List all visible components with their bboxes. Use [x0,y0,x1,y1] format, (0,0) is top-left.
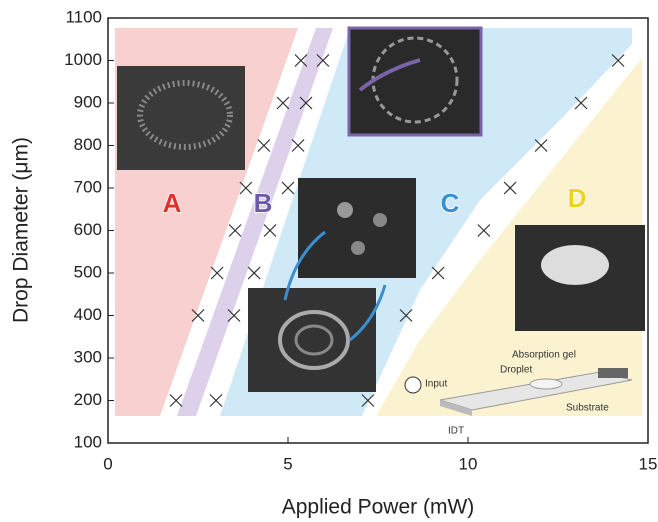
y-axis-label: Drop Diameter (μm) [10,137,33,323]
marker [574,96,588,110]
inset-image [248,288,376,392]
droplet [529,378,563,390]
marker [361,394,375,407]
marker-stroke [247,266,261,280]
inset-pattern [373,213,387,227]
inset-image [347,26,483,137]
marker [239,181,253,195]
marker [399,309,413,322]
marker-stroke [574,96,588,110]
marker [263,224,277,237]
marker-stroke [431,266,445,280]
inset-label: Absorption gel [512,350,576,361]
inset-pattern [278,310,350,370]
region-label: D [568,183,587,213]
marker-stroke [227,309,241,322]
marker [503,181,517,195]
inset-label: IDT [448,426,464,437]
marker [276,96,290,110]
inset-pattern [541,245,609,285]
marker [209,394,223,407]
marker-stroke [294,54,308,67]
x-axis-label: Applied Power (mW) [282,496,475,519]
marker [169,394,183,407]
marker-stroke [299,96,313,110]
y-tick-label: 200 [74,390,102,409]
y-tick-label: 700 [74,177,102,196]
x-tick-label: 15 [639,454,658,473]
insets [117,26,645,416]
marker [431,266,445,280]
marker [281,181,295,195]
marker [247,266,261,280]
inset-label: Input [425,379,447,390]
inset-image [117,66,245,170]
region-label: A [163,188,182,218]
region-label: B [254,188,273,218]
marker-stroke [210,266,224,280]
marker-stroke [191,309,205,322]
marker-stroke [239,181,253,195]
marker [611,54,625,67]
inset-pattern [337,202,353,218]
y-tick-label: 500 [74,262,102,281]
marker-stroke [534,139,548,152]
x-tick-label: 0 [103,454,112,473]
x-tick-label: 5 [283,454,292,473]
marker [534,139,548,152]
y-tick-label: 100 [74,432,102,451]
marker [227,309,241,322]
marker-stroke [399,309,413,322]
source [404,376,422,394]
region-b [177,28,333,416]
marker-stroke [611,54,625,67]
inset-pattern [351,241,365,255]
marker-stroke [291,139,305,152]
y-tick-label: 800 [74,135,102,154]
marker-stroke [281,181,295,195]
marker [477,224,491,237]
marker-stroke [209,394,223,407]
x-tick-label: 10 [459,454,478,473]
marker-stroke [169,394,183,407]
arrow [349,284,387,342]
marker [210,266,224,280]
marker [316,54,330,67]
marker-stroke [228,224,242,237]
inset-pattern [137,80,233,150]
marker [228,224,242,237]
marker-stroke [276,96,290,110]
marker [257,139,271,152]
gel [598,368,628,378]
device [440,400,472,416]
inset-image [298,178,416,278]
marker-stroke [361,394,375,407]
marker-stroke [503,181,517,195]
marker [291,139,305,152]
arrow [358,58,421,92]
inset-label: Droplet [500,365,532,376]
y-tick-label: 900 [74,92,102,111]
arrow [283,230,326,301]
marker-stroke [477,224,491,237]
marker-stroke [316,54,330,67]
y-tick-label: 300 [74,347,102,366]
y-tick-label: 600 [74,220,102,239]
inset-pattern [294,324,334,356]
y-tick-label: 1000 [64,50,102,69]
inset-label: Substrate [566,403,609,414]
region-label: C [441,188,460,218]
marker [191,309,205,322]
y-tick-label: 1100 [65,7,102,26]
marker-stroke [263,224,277,237]
marker-stroke [257,139,271,152]
marker [294,54,308,67]
marker [299,96,313,110]
y-tick-label: 400 [74,305,102,324]
